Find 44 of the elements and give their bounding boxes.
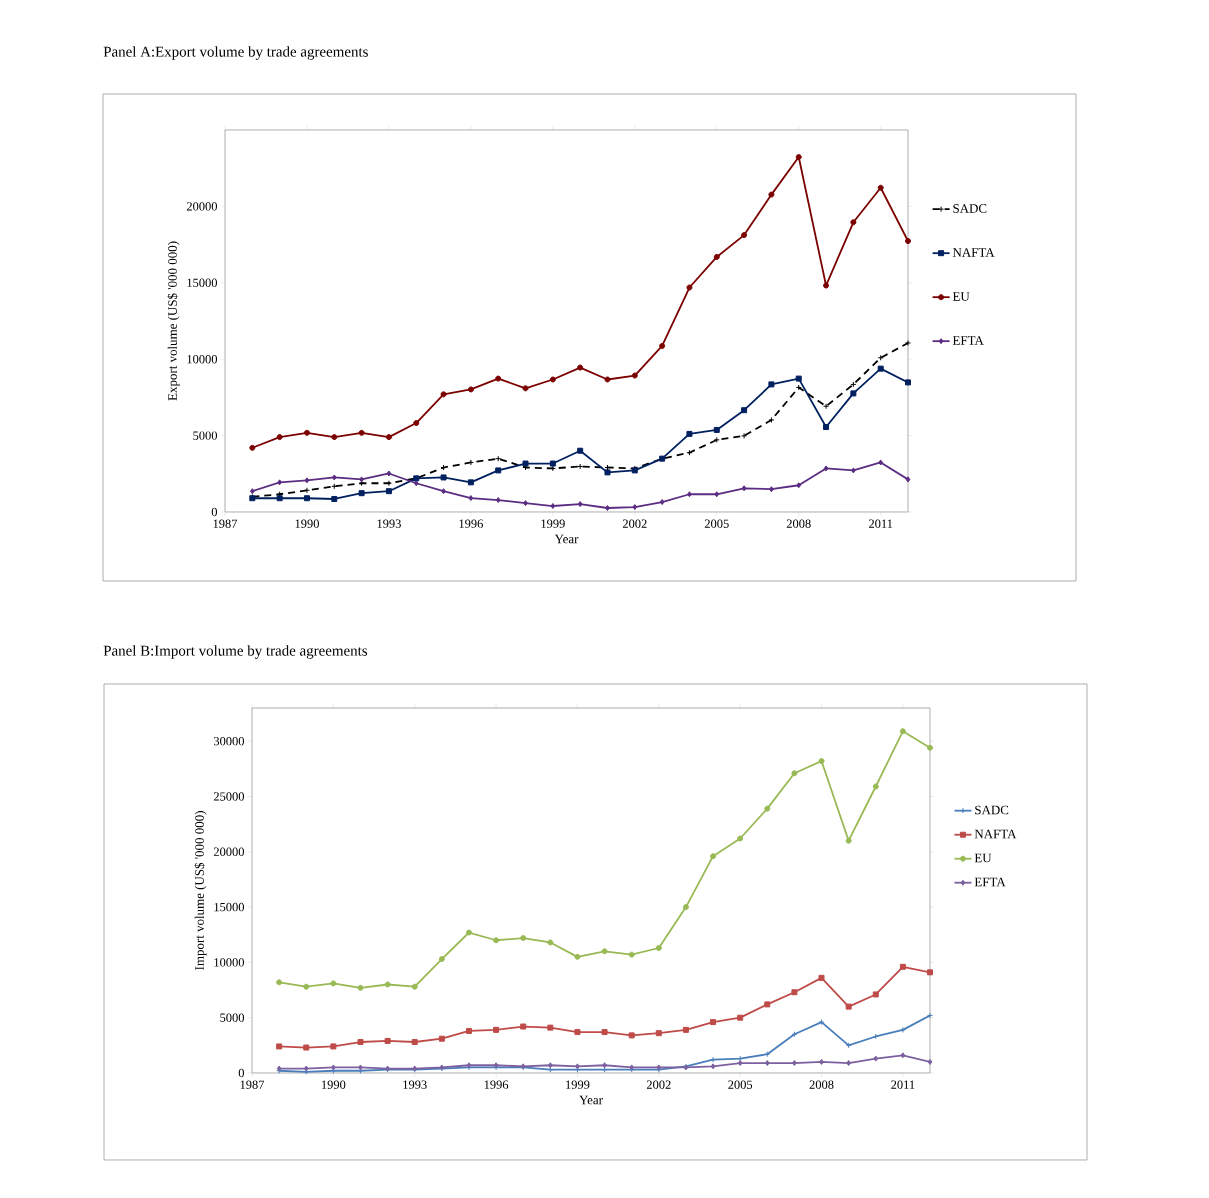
- legend-label: SADC: [975, 805, 1009, 815]
- legend-label: NAFTA: [952, 248, 995, 257]
- x-tick-label: 1996: [459, 519, 483, 528]
- x-tick-label: 1987: [240, 1080, 265, 1089]
- y-tick-label: 25000: [213, 792, 245, 801]
- x-tick-label: 1993: [377, 519, 401, 528]
- y-tick-label: 30000: [213, 736, 245, 746]
- y-tick-label: 10000: [214, 958, 245, 967]
- legend-label: EU: [974, 853, 992, 863]
- x-tick-label: 2002: [646, 1080, 671, 1089]
- y-tick-label: 10000: [187, 354, 218, 364]
- x-tick-label: 2005: [728, 1080, 753, 1089]
- x-tick-label: 2011: [891, 1080, 915, 1089]
- legend-label: EFTA: [974, 877, 1006, 887]
- y-tick-label: 15000: [187, 278, 218, 287]
- y-tick-label: 5000: [193, 431, 218, 440]
- x-tick-label: 1993: [403, 1080, 427, 1089]
- y-tick-label: 0: [211, 507, 218, 517]
- x-tick-label: 1990: [295, 519, 319, 528]
- x-tick-label: 1987: [213, 519, 238, 528]
- y-tick-label: 20000: [186, 202, 218, 211]
- x-tick-label: 2005: [704, 519, 729, 528]
- legend-label: EU: [952, 292, 970, 301]
- chart-title: Panel A:Export volume by trade agreements: [103, 46, 368, 60]
- y-tick-label: 0: [238, 1068, 245, 1078]
- x-axis-title: Year: [579, 1095, 603, 1105]
- chart-title: Panel B:Import volume by trade agreements: [103, 645, 368, 659]
- x-tick-label: 1999: [541, 519, 565, 528]
- x-axis-title: Year: [554, 534, 579, 544]
- y-tick-label: 5000: [220, 1013, 245, 1022]
- x-tick-label: 2002: [622, 519, 647, 528]
- y-tick-label: 15000: [214, 902, 245, 912]
- legend-label: NAFTA: [974, 829, 1017, 839]
- legend-label: EFTA: [952, 336, 984, 345]
- x-tick-label: 2011: [869, 519, 893, 528]
- x-tick-label: 1999: [566, 1080, 590, 1089]
- y-axis-title: Import volume (US$ '000 000): [194, 811, 207, 970]
- x-tick-label: 1990: [322, 1080, 346, 1089]
- x-tick-label: 2008: [786, 519, 811, 528]
- x-tick-label: 2008: [809, 1080, 834, 1089]
- y-tick-label: 20000: [213, 847, 245, 856]
- legend-label: SADC: [953, 204, 987, 213]
- y-axis-title: Export volume (US$ '000 000): [167, 241, 180, 401]
- x-tick-label: 1996: [484, 1080, 509, 1089]
